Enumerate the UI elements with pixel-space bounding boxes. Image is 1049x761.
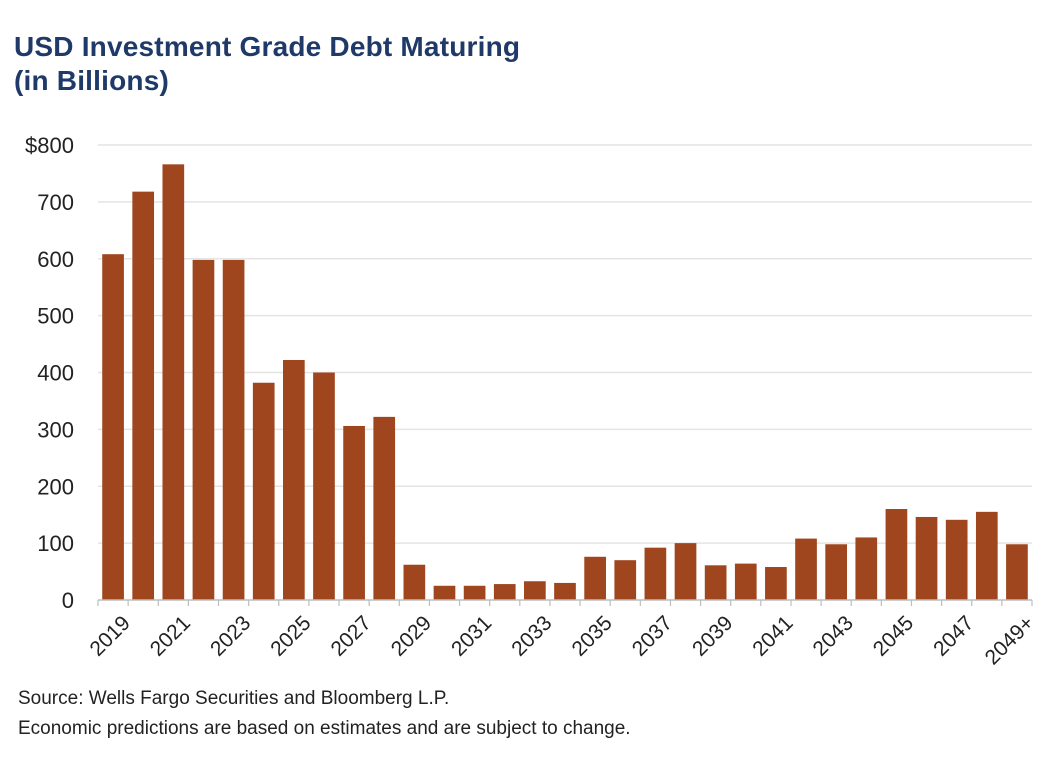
source-note: Source: Wells Fargo Securities and Bloom… — [18, 688, 450, 709]
x-tick-label: 2047 — [929, 611, 978, 660]
chart-title-line-2: (in Billions) — [14, 65, 170, 96]
y-tick-label: 700 — [37, 190, 74, 215]
chart-title-line-1: USD Investment Grade Debt Maturing — [14, 31, 521, 62]
bar — [192, 259, 215, 600]
bar — [825, 544, 848, 600]
bar — [463, 585, 486, 600]
bar — [614, 560, 637, 600]
bar — [795, 538, 817, 600]
y-tick-label: 400 — [37, 361, 74, 386]
bar — [765, 567, 787, 600]
x-tick-label: 2033 — [507, 611, 556, 660]
y-tick-label: 200 — [37, 474, 74, 499]
x-tick-label: 2027 — [327, 611, 376, 660]
bar — [343, 425, 365, 600]
bar — [102, 254, 124, 600]
x-tick-label: 2031 — [447, 611, 496, 660]
x-tick-label: 2049+ — [981, 611, 1039, 669]
bar — [373, 416, 396, 600]
y-tick-label: 600 — [37, 247, 74, 272]
bar — [162, 164, 185, 600]
bar — [885, 509, 908, 600]
bar — [734, 563, 757, 600]
bar — [252, 382, 275, 600]
disclaimer-note: Economic predictions are based on estima… — [18, 718, 631, 739]
bar — [915, 516, 938, 600]
bar — [1006, 544, 1028, 600]
x-axis-tick-marks — [97, 600, 1033, 606]
bar — [945, 519, 968, 600]
x-tick-label: 2045 — [869, 611, 918, 660]
y-tick-label: 300 — [37, 417, 74, 442]
bar — [584, 556, 606, 600]
bar — [132, 191, 155, 600]
x-tick-label: 2039 — [688, 611, 737, 660]
x-tick-label: 2025 — [266, 611, 315, 660]
bar — [403, 564, 426, 600]
bar — [674, 543, 697, 600]
x-tick-label: 2019 — [85, 611, 134, 660]
y-tick-label: $800 — [25, 133, 74, 158]
y-axis-tick-labels: 0 100 200 300 400 500 600 700 $800 — [25, 133, 74, 613]
y-tick-label: 100 — [37, 531, 74, 556]
x-tick-label: 2041 — [748, 611, 797, 660]
y-tick-label: 500 — [37, 304, 74, 329]
chart-title: USD Investment Grade Debt Maturing (in B… — [14, 30, 520, 98]
gridlines — [98, 144, 1032, 544]
bars — [102, 164, 1028, 600]
bar — [493, 584, 516, 600]
bar — [975, 511, 998, 600]
x-tick-label: 2029 — [387, 611, 436, 660]
bar — [554, 582, 576, 600]
x-tick-label: 2021 — [146, 611, 195, 660]
bar — [704, 565, 727, 600]
y-tick-label: 0 — [62, 588, 74, 613]
bar — [433, 585, 456, 600]
bar — [282, 359, 305, 600]
bar — [222, 259, 245, 600]
x-tick-label: 2023 — [206, 611, 255, 660]
x-tick-label: 2035 — [568, 611, 617, 660]
bar — [524, 581, 546, 600]
x-axis-tick-labels: 2019 2021 2023 2025 2027 2029 2031 2033 2035 2037… — [85, 611, 1038, 669]
bar — [855, 537, 878, 600]
x-tick-label: 2037 — [628, 611, 677, 660]
bar — [644, 547, 667, 600]
x-tick-label: 2043 — [809, 611, 858, 660]
bar — [313, 372, 335, 600]
